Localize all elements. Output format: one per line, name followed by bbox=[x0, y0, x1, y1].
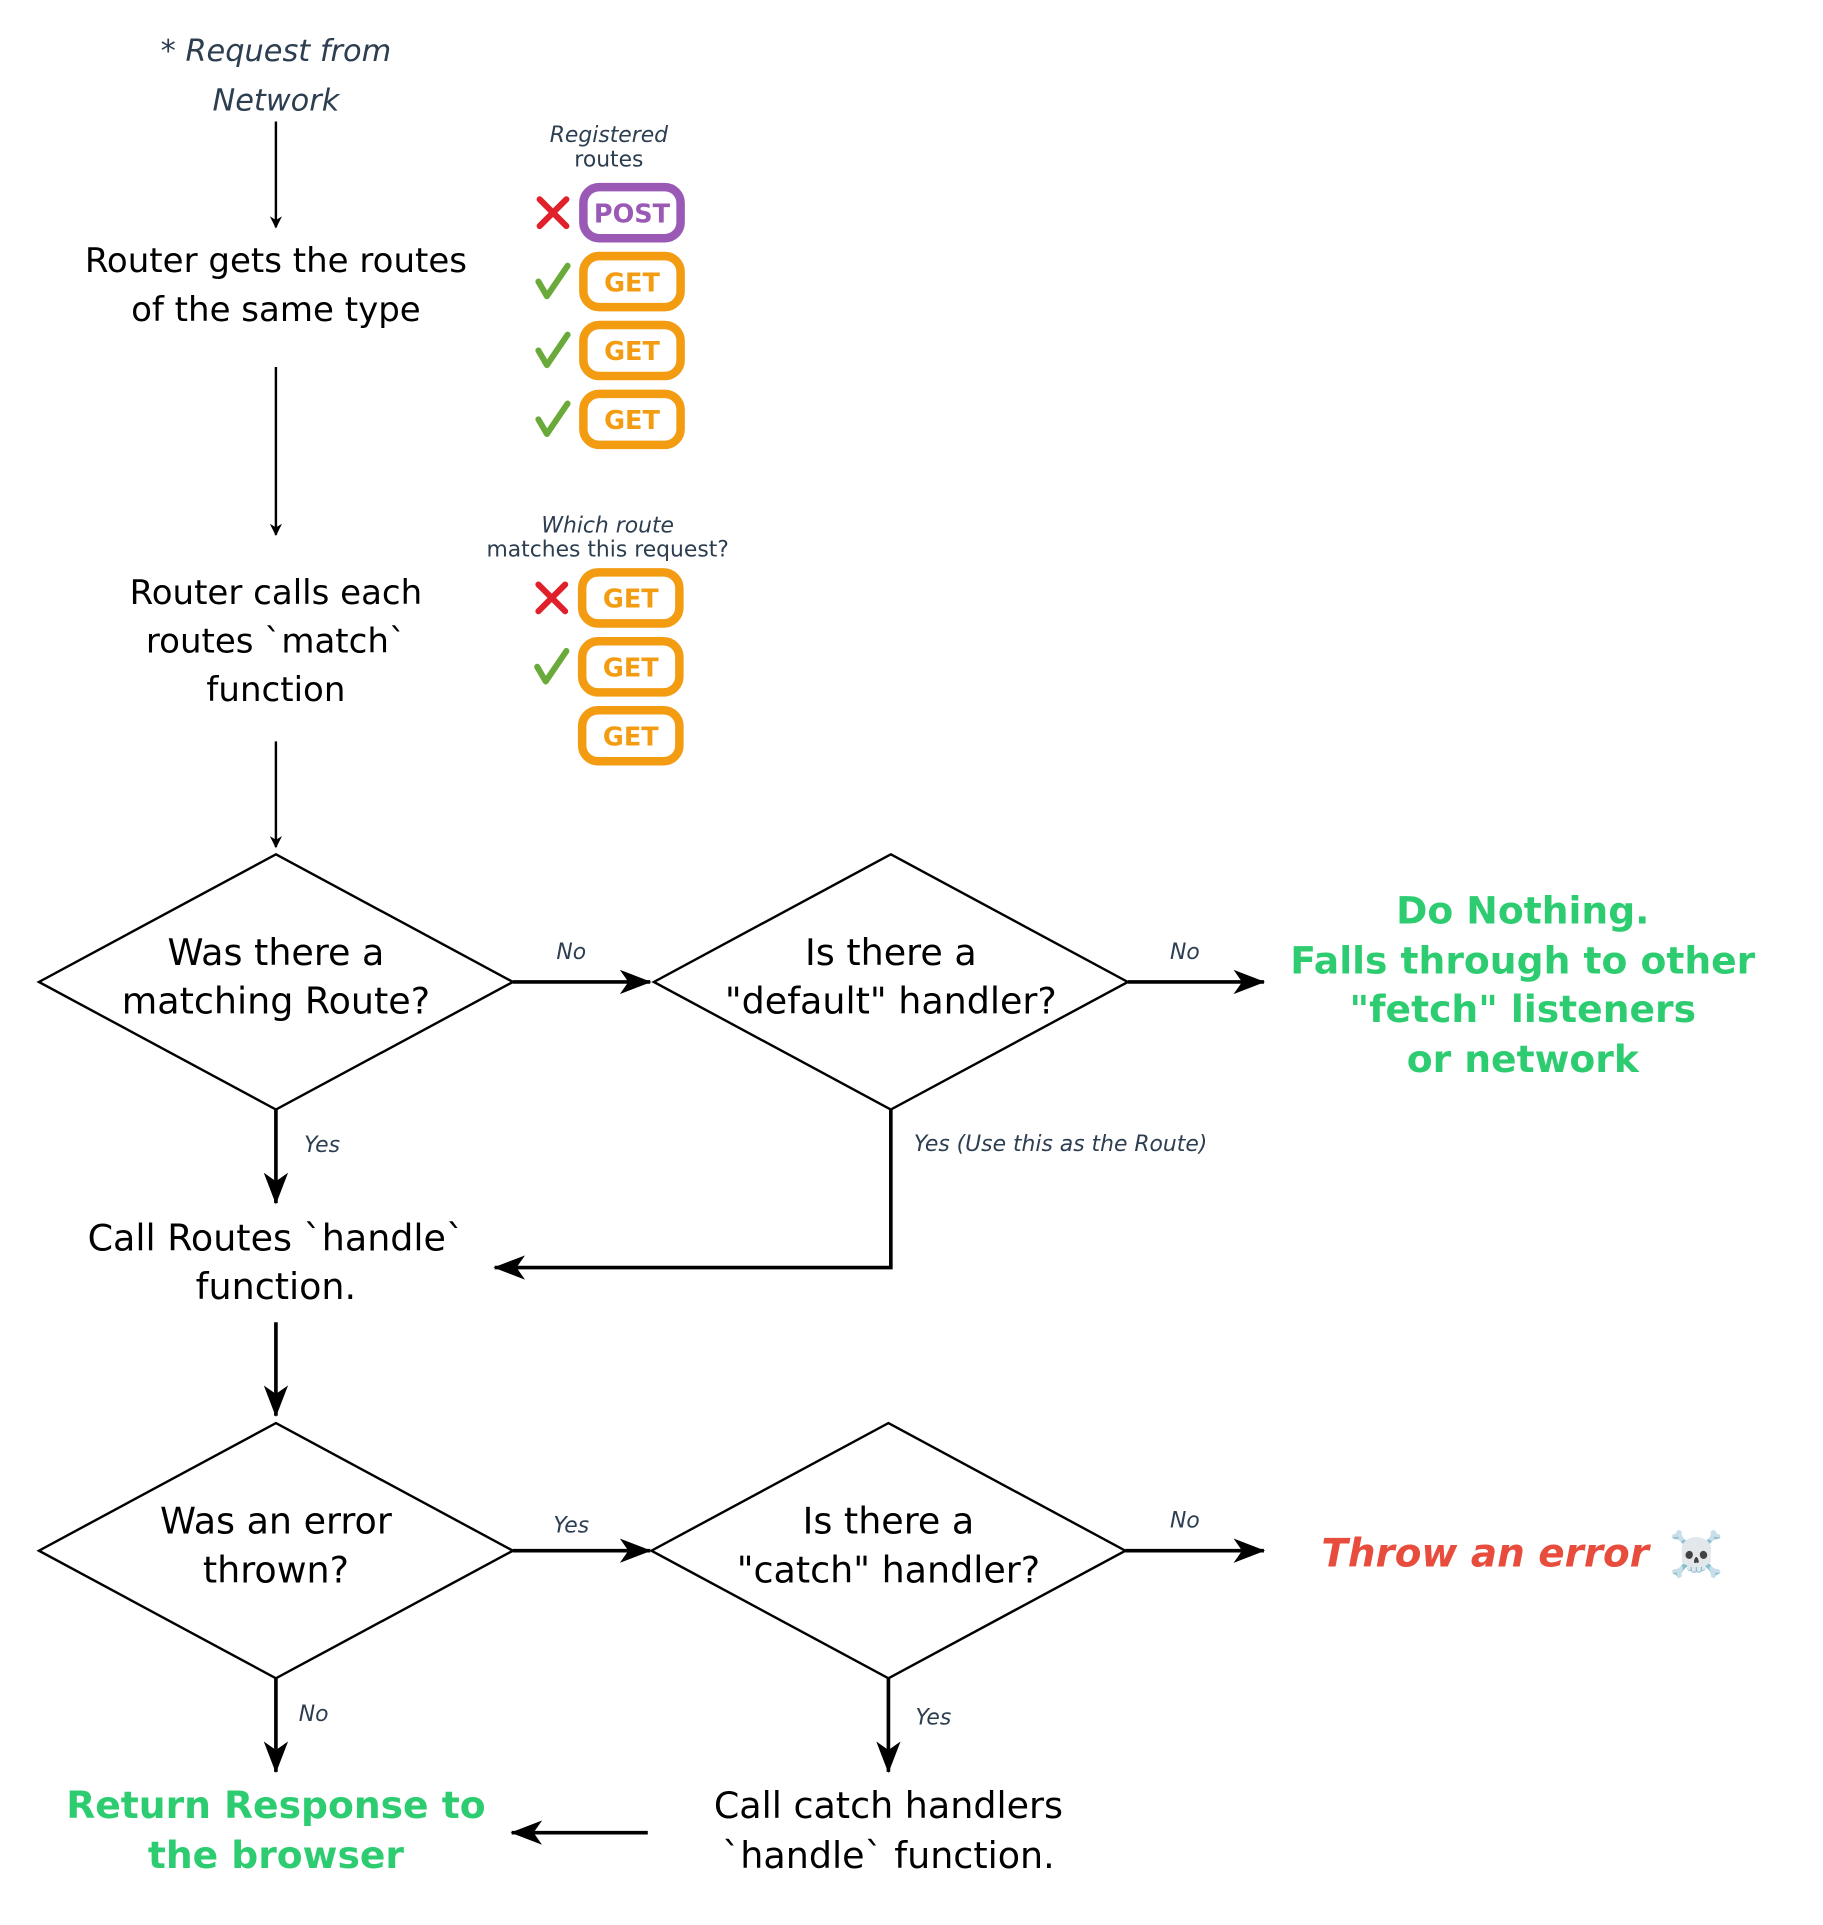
step-match: Router calls each bbox=[130, 573, 423, 613]
route-badge bbox=[579, 182, 685, 243]
route-badge-item: GET bbox=[534, 637, 684, 697]
do-nothing-text: Do Nothing. bbox=[1396, 889, 1649, 933]
edge-label-no: No bbox=[1170, 1509, 1200, 1534]
check-icon bbox=[534, 647, 570, 685]
route-badge-item: GET bbox=[535, 320, 685, 381]
edge-label-yes: Yes bbox=[304, 1133, 340, 1158]
route-badge-item: GET bbox=[577, 705, 684, 766]
decision-matching-text: Was there a bbox=[167, 931, 384, 974]
return-response-text: the browser bbox=[148, 1833, 405, 1877]
do-nothing-text: or network bbox=[1407, 1037, 1640, 1081]
route-method: GET bbox=[604, 268, 660, 298]
check-icon bbox=[535, 331, 571, 369]
step-handle: Call Routes `handle` bbox=[88, 1217, 465, 1260]
throw-error-text: Throw an error bbox=[1321, 1531, 1651, 1576]
edge-label-no: No bbox=[556, 940, 586, 965]
check-icon bbox=[535, 400, 571, 438]
arrow bbox=[493, 1109, 893, 1280]
cross-icon bbox=[536, 196, 570, 230]
step-catch: Call catch handlers bbox=[714, 1784, 1063, 1827]
step-get-routes: Router gets the routes bbox=[85, 241, 467, 281]
route-method: POST bbox=[594, 199, 671, 229]
start-label: Network bbox=[212, 84, 340, 119]
route-badge-item: POST bbox=[536, 182, 685, 243]
step-match: routes `match` bbox=[146, 622, 406, 662]
route-badge bbox=[579, 320, 685, 381]
decision-default-text: "default" handler? bbox=[725, 980, 1057, 1023]
route-badge bbox=[577, 705, 684, 766]
route-method: GET bbox=[604, 406, 660, 436]
decision-matching-text: matching Route? bbox=[122, 980, 430, 1023]
route-method: GET bbox=[603, 585, 659, 615]
edge-label-no: No bbox=[1170, 940, 1200, 965]
route-badge bbox=[579, 251, 685, 312]
edge-label-yes: Yes bbox=[915, 1705, 951, 1730]
registered-title: routes bbox=[574, 147, 643, 172]
route-method: GET bbox=[603, 654, 659, 684]
route-badge-item: GET bbox=[535, 568, 684, 628]
matching-title: Which route bbox=[541, 513, 674, 538]
route-method: GET bbox=[603, 722, 659, 752]
step-get-routes: of the same type bbox=[131, 290, 421, 330]
route-badge bbox=[577, 568, 684, 628]
matching-title: matches this request? bbox=[486, 538, 728, 563]
do-nothing-text: "fetch" listeners bbox=[1350, 987, 1697, 1031]
route-badge-item: GET bbox=[535, 251, 685, 312]
decision-catch-text: Is there a bbox=[803, 1500, 975, 1543]
route-badge bbox=[577, 637, 684, 697]
return-response-text: Return Response to bbox=[66, 1783, 485, 1827]
start-label: * Request from bbox=[161, 34, 392, 69]
step-match: function bbox=[206, 670, 345, 710]
route-badge-item: GET bbox=[535, 389, 685, 450]
edge-label-yes-default: Yes (Use this as the Route) bbox=[914, 1132, 1207, 1157]
decision-error-text: thrown? bbox=[203, 1548, 349, 1591]
step-catch: `handle` function. bbox=[722, 1834, 1055, 1877]
decision-error-text: Was an error bbox=[160, 1500, 392, 1543]
route-method: GET bbox=[604, 337, 660, 367]
edge-label-yes: Yes bbox=[553, 1513, 589, 1538]
registered-title: Registered bbox=[550, 123, 668, 148]
do-nothing-text: Falls through to other bbox=[1290, 938, 1755, 982]
step-handle: function. bbox=[196, 1265, 356, 1308]
decision-default-text: Is there a bbox=[805, 931, 977, 974]
skull-crossbones-icon: ☠️ bbox=[1669, 1529, 1723, 1580]
check-icon bbox=[535, 262, 571, 300]
edge-label-no: No bbox=[299, 1702, 329, 1727]
route-badge bbox=[579, 389, 685, 450]
decision-catch-text: "catch" handler? bbox=[737, 1548, 1040, 1591]
cross-icon bbox=[535, 581, 569, 615]
